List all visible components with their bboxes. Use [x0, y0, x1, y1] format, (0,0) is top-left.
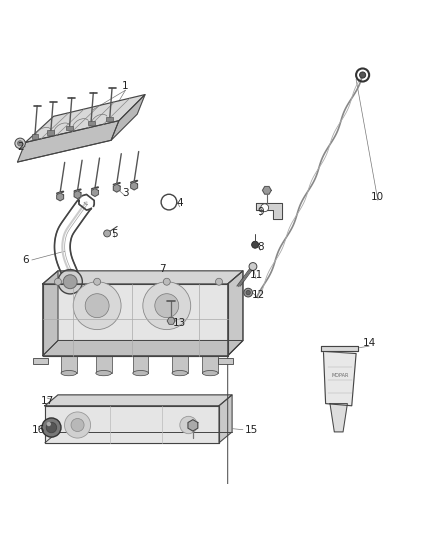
Ellipse shape	[172, 370, 187, 376]
Circle shape	[85, 294, 109, 318]
Text: 7: 7	[159, 264, 166, 273]
Text: 13: 13	[173, 318, 187, 328]
Circle shape	[252, 241, 258, 248]
Circle shape	[71, 418, 84, 432]
Circle shape	[47, 422, 51, 426]
Polygon shape	[321, 346, 358, 351]
Polygon shape	[57, 193, 64, 201]
Polygon shape	[43, 271, 243, 284]
Circle shape	[64, 412, 91, 438]
Polygon shape	[45, 395, 232, 406]
Text: 9: 9	[257, 207, 264, 217]
Circle shape	[244, 288, 253, 297]
Bar	[106, 117, 113, 121]
Polygon shape	[74, 191, 81, 199]
Circle shape	[15, 138, 25, 149]
Bar	[96, 356, 112, 373]
Circle shape	[63, 275, 77, 289]
Ellipse shape	[133, 370, 148, 376]
Bar	[61, 356, 77, 373]
Circle shape	[54, 278, 61, 285]
Text: 11: 11	[249, 270, 263, 280]
Circle shape	[261, 204, 268, 212]
Polygon shape	[25, 94, 145, 142]
Ellipse shape	[96, 370, 112, 376]
Bar	[47, 131, 54, 135]
Circle shape	[46, 422, 57, 433]
Text: 12: 12	[251, 290, 265, 300]
Circle shape	[94, 278, 101, 285]
Polygon shape	[323, 351, 356, 406]
Text: 6: 6	[22, 255, 28, 265]
Text: 8: 8	[257, 242, 264, 252]
Text: 15: 15	[245, 425, 258, 435]
Polygon shape	[256, 204, 282, 219]
Ellipse shape	[61, 370, 77, 376]
Text: 10: 10	[371, 192, 385, 202]
Circle shape	[360, 72, 366, 78]
Polygon shape	[219, 395, 232, 443]
Polygon shape	[330, 403, 347, 432]
Polygon shape	[43, 271, 58, 356]
Bar	[66, 126, 73, 131]
Text: 16: 16	[32, 425, 45, 435]
Polygon shape	[92, 189, 99, 197]
Bar	[133, 356, 148, 373]
Circle shape	[155, 294, 179, 318]
Bar	[218, 358, 233, 365]
Text: MOPAR: MOPAR	[331, 373, 349, 378]
Bar	[32, 134, 39, 139]
Circle shape	[249, 263, 257, 270]
Text: 14: 14	[363, 338, 376, 348]
Polygon shape	[45, 406, 219, 443]
Text: 3: 3	[122, 188, 129, 198]
Polygon shape	[262, 187, 271, 194]
Text: 17: 17	[40, 397, 54, 407]
Text: 4: 4	[177, 198, 183, 208]
Text: 1: 1	[122, 81, 129, 91]
Bar	[172, 356, 187, 373]
Polygon shape	[43, 341, 243, 356]
Circle shape	[215, 278, 223, 285]
Polygon shape	[167, 318, 175, 324]
Circle shape	[143, 282, 191, 329]
Polygon shape	[113, 184, 120, 192]
Circle shape	[104, 230, 111, 237]
Polygon shape	[18, 120, 119, 162]
Polygon shape	[111, 94, 145, 140]
Bar	[33, 358, 48, 365]
Polygon shape	[228, 271, 243, 356]
Ellipse shape	[202, 370, 218, 376]
Circle shape	[73, 282, 121, 329]
Circle shape	[18, 141, 23, 146]
Circle shape	[58, 270, 82, 294]
Polygon shape	[131, 182, 138, 190]
Polygon shape	[43, 284, 228, 356]
Polygon shape	[188, 419, 198, 431]
Circle shape	[163, 278, 170, 285]
Bar	[88, 121, 95, 125]
Circle shape	[42, 418, 61, 437]
Bar	[202, 356, 218, 373]
Text: 2: 2	[18, 142, 24, 152]
Circle shape	[246, 290, 251, 295]
Text: 5: 5	[111, 229, 118, 239]
Circle shape	[180, 416, 197, 434]
